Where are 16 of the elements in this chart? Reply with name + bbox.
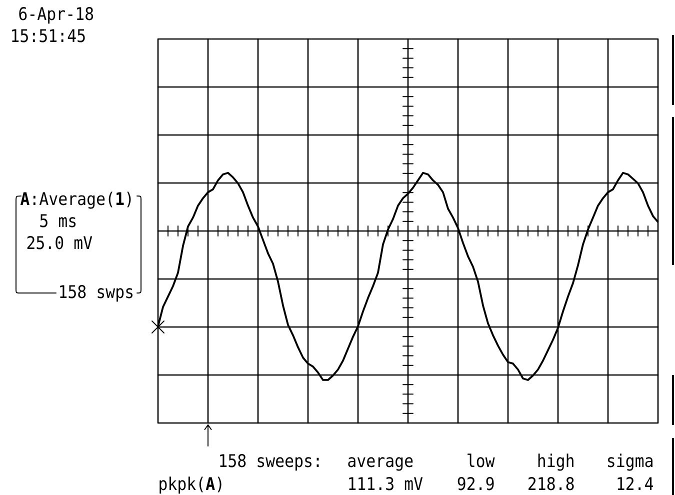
text: 5 ms [40, 214, 76, 228]
text: 25.0 mV [27, 236, 92, 250]
text: 12.4 [618, 477, 654, 490]
text: 111.3 mV [349, 477, 423, 490]
text: low [468, 454, 495, 468]
text: sigma [608, 454, 652, 471]
text: 158 sweeps: [220, 454, 319, 471]
text: A:Average(1) [20, 192, 131, 209]
text: 6-Apr-18 [19, 7, 94, 24]
text: 92.9 [458, 477, 494, 490]
text: average [348, 457, 413, 471]
text: pkpk(A) [160, 476, 222, 494]
text: 218.8 [528, 477, 574, 490]
text: 158 swps [60, 285, 132, 302]
text: 15:51:45 [12, 29, 85, 42]
text: high [538, 454, 574, 471]
